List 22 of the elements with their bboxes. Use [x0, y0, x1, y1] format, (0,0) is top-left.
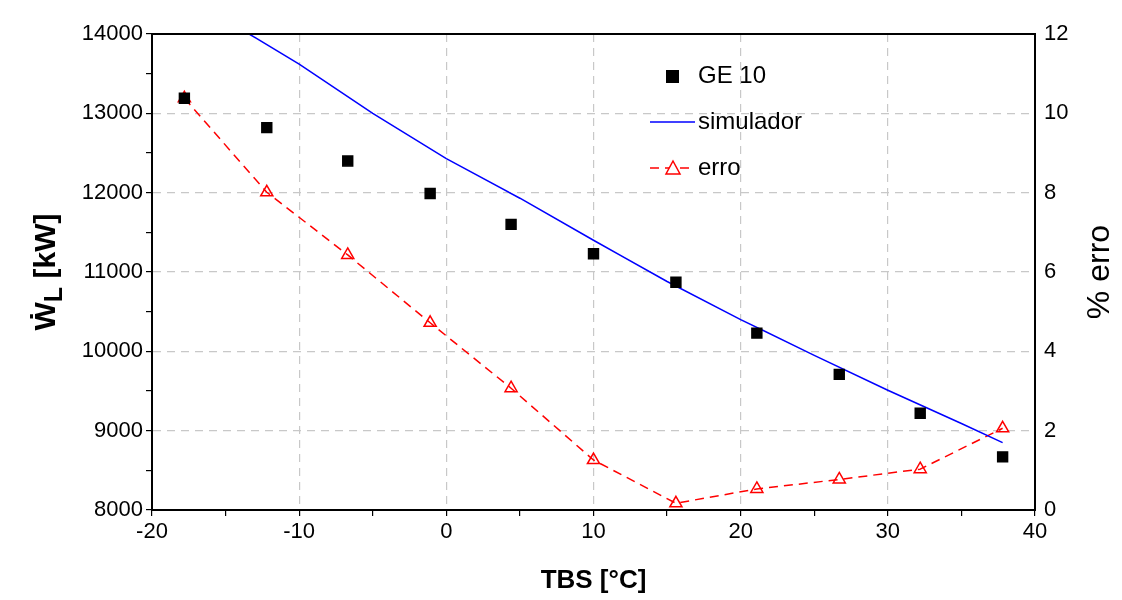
legend-label: erro: [698, 152, 741, 180]
y2-tick-label: 8: [1044, 178, 1057, 204]
x-tick-label: 0: [440, 518, 453, 544]
x-tick-label: 10: [581, 518, 606, 544]
y-tick-label: 9000: [94, 416, 143, 442]
y2-tick-label: 6: [1044, 258, 1057, 284]
y2-tick-label: 4: [1044, 337, 1057, 363]
legend-label: GE 10: [698, 60, 767, 88]
y-tick-label: 10000: [81, 337, 143, 363]
y2-axis-title: % erro: [1079, 224, 1117, 320]
legend-label: simulador: [698, 106, 803, 134]
x-tick-label: 20: [728, 518, 753, 544]
x-axis-title: TBS [°C]: [540, 563, 647, 594]
y-tick-label: 11000: [83, 258, 143, 284]
x-tick-label: 30: [875, 518, 901, 544]
y-tick-label: 12000: [81, 178, 143, 204]
y2-tick-label: 10: [1044, 99, 1069, 125]
y2-tick-label: 2: [1044, 416, 1057, 442]
x-tick-label: -10: [283, 518, 316, 544]
y2-tick-label: 12: [1044, 20, 1069, 46]
y-tick-label: 13000: [81, 99, 143, 125]
y-tick-label: 14000: [81, 20, 143, 46]
